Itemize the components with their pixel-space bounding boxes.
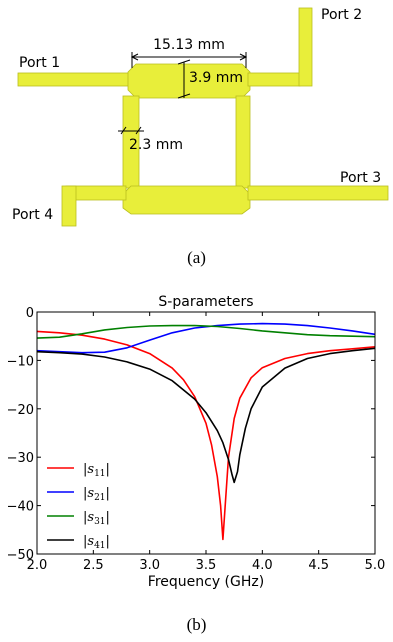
length-label: 15.13 mm (153, 37, 225, 53)
y-tick-label: −10 (7, 354, 34, 369)
port3-label: Port 3 (340, 170, 381, 186)
series-line-s11 (36, 330, 376, 541)
coupler-layout-diagram: 15.13 mm 3.9 mm 2.3 mm Port 1 Port 2 Por… (12, 7, 389, 227)
x-tick-label: 3.5 (196, 558, 217, 573)
y-tick-label: −30 (7, 451, 34, 466)
port2-line (298, 7, 313, 87)
legend-label: |s11| (83, 462, 110, 479)
port1-label: Port 1 (19, 55, 60, 71)
port4-line (61, 185, 77, 227)
y-tick-label: −50 (7, 548, 34, 563)
right-branch (235, 95, 251, 189)
x-tick-label: 2.5 (83, 558, 104, 573)
series-line-s41 (36, 347, 376, 484)
legend-label: |s31| (83, 510, 110, 527)
microstrip-traces (17, 7, 389, 227)
narrow-width-label: 2.3 mm (129, 137, 183, 153)
series-line-s31 (36, 324, 376, 339)
top-right-line (247, 72, 301, 87)
y-tick-label: −20 (7, 403, 34, 418)
wide-width-dimension (177, 59, 191, 99)
series-line-s21 (36, 322, 376, 354)
x-tick-label: 5.0 (365, 558, 386, 573)
y-axis-ticks: 0 −10 −20 −30 −40 −50 (7, 306, 375, 563)
figure-b-caption: (b) (186, 615, 207, 634)
x-tick-label: 2.0 (27, 558, 48, 573)
bottom-wide-section (122, 185, 251, 215)
port2-label: Port 2 (321, 7, 362, 23)
x-axis-label: Frequency (GHz) (148, 574, 264, 590)
series-lines (36, 322, 376, 541)
length-dimension (130, 52, 248, 68)
chart-title: S-parameters (158, 294, 253, 310)
s-parameter-chart: S-parameters 2.0 2.5 3.0 3.5 4.0 4.5 5.0 0 −10 −… (7, 294, 386, 590)
x-axis-ticks: 2.0 2.5 3.0 3.5 4.0 4.5 5.0 (27, 312, 386, 573)
wide-width-label: 3.9 mm (189, 70, 243, 86)
x-tick-label: 4.5 (308, 558, 329, 573)
legend-label: |s21| (83, 486, 110, 503)
y-tick-label: 0 (26, 306, 34, 321)
figure-a-caption: (a) (187, 248, 206, 267)
port3-line (247, 185, 389, 201)
port4-label: Port 4 (12, 207, 53, 223)
port1-line (17, 72, 133, 87)
narrow-width-dimension (118, 126, 144, 135)
y-tick-label: −40 (7, 500, 34, 515)
x-tick-label: 4.0 (252, 558, 273, 573)
x-tick-label: 3.0 (139, 558, 160, 573)
legend: |s11| |s21| |s31| |s41| (47, 462, 110, 551)
legend-label: |s41| (83, 534, 110, 551)
